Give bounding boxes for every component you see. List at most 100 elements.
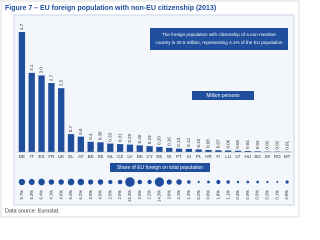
share-label: 0.5% (245, 190, 250, 200)
x-tick-label: PT (176, 154, 182, 159)
share-bubble (48, 179, 55, 185)
value-label: 0.06 (225, 139, 230, 148)
value-label: 0.20 (157, 136, 162, 145)
share-label: 0.2% (265, 190, 270, 200)
share-bubble (137, 179, 143, 185)
bar (136, 145, 143, 152)
share-label: 1.9% (215, 190, 220, 200)
bar (195, 149, 202, 152)
share-bubble (276, 181, 279, 183)
share-bubble (38, 178, 45, 186)
x-tick-label: LT (236, 154, 241, 159)
x-tick-label: RO (274, 154, 281, 159)
x-tick-label: EL (68, 154, 74, 159)
value-label: 0.7 (68, 125, 73, 132)
share-bubble (256, 180, 259, 184)
value-label: 4.7 (19, 23, 24, 30)
bar (244, 150, 251, 152)
share-label: 3.5% (88, 190, 93, 200)
share-bubble (207, 180, 210, 184)
share-label: 3.6% (166, 190, 171, 200)
share-label: 5.3% (29, 190, 34, 200)
bar (107, 143, 114, 152)
bar (156, 146, 163, 152)
value-label: 0.13 (176, 137, 181, 146)
value-label: 0.31 (117, 133, 122, 142)
share-label: 0.1% (274, 190, 279, 200)
bar (146, 146, 153, 152)
value-label: 0.02 (274, 140, 279, 149)
value-label: 0.38 (98, 131, 103, 140)
x-tick-label: FR (48, 154, 55, 159)
share-bubble (216, 179, 221, 185)
share-bubble (147, 179, 152, 185)
unit-label: Million persons (206, 93, 240, 99)
value-label: 2.5 (58, 79, 63, 86)
x-tick-label: FI (216, 154, 220, 159)
x-tick-label: NL (107, 154, 113, 159)
x-tick-label: EE (156, 154, 162, 159)
share-label: 5.7% (19, 190, 24, 200)
bar (254, 151, 261, 152)
x-tick-label: BE (88, 154, 94, 159)
x-tick-label: SK (264, 154, 270, 159)
bar (18, 32, 26, 152)
share-bubble (28, 178, 35, 186)
bar (205, 149, 212, 152)
bar (87, 141, 94, 152)
share-label: 4.0% (98, 190, 103, 200)
bar (175, 148, 183, 152)
x-tick-label: MT (284, 154, 291, 159)
share-label: 0.2% (196, 190, 201, 200)
value-label: 0.26 (137, 134, 142, 143)
x-tick-label: ES (39, 154, 45, 159)
share-bubble (166, 179, 172, 185)
share-label: 4.1% (48, 190, 53, 200)
value-label: 0.4 (88, 133, 93, 140)
share-label: 0.6% (206, 190, 211, 200)
bar (185, 148, 193, 152)
share-label: 4.1% (176, 190, 181, 200)
share-bubble (97, 179, 104, 185)
value-label: 3.1 (29, 64, 34, 71)
chart-title: Figure 7 – EU foreign population with no… (5, 5, 216, 12)
share-bubble (67, 178, 75, 186)
x-tick-label: PL (196, 154, 202, 159)
share-bubble (226, 180, 230, 184)
bar (234, 150, 242, 152)
share-bubble (266, 180, 269, 184)
share-label: 2.0% (107, 190, 112, 200)
share-box (110, 163, 210, 172)
value-label: 0.29 (127, 133, 132, 142)
x-tick-label: CZ (117, 154, 123, 159)
annotation-box (150, 28, 288, 50)
x-tick-label: UK (58, 154, 64, 159)
value-label: 0.23 (147, 135, 152, 144)
bar (38, 75, 45, 152)
value-label: 0.08 (206, 139, 211, 148)
value-label: 0.16 (166, 137, 171, 146)
share-label: 1.2% (186, 190, 191, 200)
share-label: 15.3% (127, 190, 132, 202)
share-label: 2.5% (117, 190, 122, 200)
share-label: 0.5% (255, 190, 260, 200)
share-label: 6.4% (39, 190, 44, 200)
x-tick-label: SI (187, 154, 191, 159)
bar (166, 147, 173, 152)
share-bubble (58, 179, 64, 185)
source: Data source: Eurostat. (5, 208, 60, 214)
bar (116, 144, 124, 152)
bar (77, 136, 84, 152)
value-label: 0.05 (235, 139, 240, 148)
value-label: 0.10 (196, 138, 201, 147)
value-label: 0.03 (255, 140, 260, 149)
share-bubble (125, 177, 135, 187)
x-tick-label: LV (127, 154, 132, 159)
x-tick-label: DK (137, 154, 143, 159)
x-tick-label: HU (245, 154, 252, 159)
value-label: 0.07 (216, 139, 221, 148)
share-label: Share of EU foreign on total population (117, 165, 203, 171)
value-label: 0.02 (265, 140, 270, 149)
annotation: The foreign population with citizenship … (162, 32, 277, 37)
share-bubble (18, 178, 26, 186)
